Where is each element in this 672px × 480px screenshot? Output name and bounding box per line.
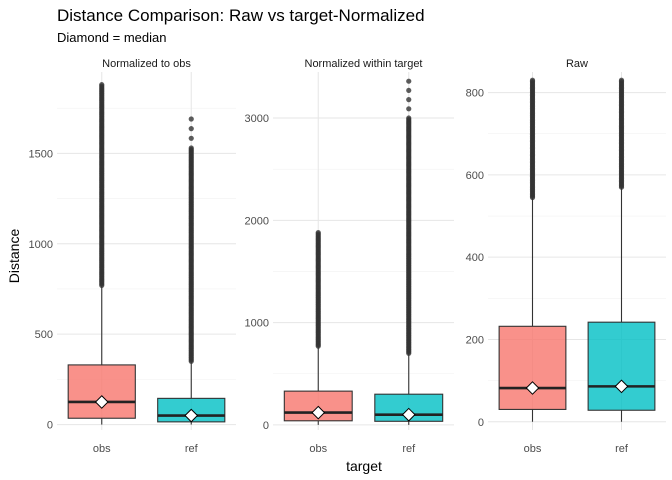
y-axis-title: Distance [6, 229, 22, 284]
y-tick-label: 1000 [245, 318, 269, 330]
box-body [67, 364, 136, 419]
median-diamond [614, 379, 629, 394]
y-tick-label: 1500 [29, 148, 53, 160]
panel-2: Normalized within target 0 1000 2000 3000 obs… [245, 58, 454, 455]
box-ref [374, 78, 444, 425]
y-tick-label: 0 [478, 417, 484, 429]
median-diamond [94, 395, 109, 409]
outlier-point [188, 126, 194, 132]
box-obs [67, 82, 136, 425]
y-tick-label: 800 [466, 88, 484, 100]
y-tick-label: 600 [466, 170, 484, 182]
y-tick-label: 200 [466, 334, 484, 346]
outlier-point [406, 115, 412, 121]
median-diamond [401, 407, 416, 422]
y-tick-label: 2000 [245, 215, 269, 227]
outlier-point [406, 78, 412, 84]
x-tick-label: ref [402, 443, 416, 455]
x-tick-label: ref [615, 443, 629, 455]
box-ref [587, 77, 656, 422]
y-tick-label: 0 [263, 420, 269, 432]
y-tick-label: 0 [47, 420, 53, 432]
box-body [587, 321, 656, 411]
y-tick-label: 3000 [245, 113, 269, 125]
outlier-point [188, 145, 194, 151]
median-diamond [525, 381, 540, 395]
outlier-point [315, 229, 321, 236]
outlier-point [529, 77, 536, 83]
y-tick-label: 500 [35, 329, 53, 341]
outlier-point [406, 106, 412, 112]
outlier-point [406, 87, 412, 94]
panel-1: Normalized to obs 0 500 1000 1500 obs ref [29, 58, 236, 455]
y-tick-label: 1000 [29, 239, 53, 251]
outlier-point [99, 82, 105, 88]
y-tick-label: 400 [466, 252, 484, 264]
box-ref [157, 116, 226, 425]
panel-title: Normalized within target [305, 58, 423, 70]
outlier-point [406, 97, 412, 103]
chart-subtitle: Diamond = median [57, 30, 166, 45]
panel-title: Normalized to obs [102, 58, 191, 70]
panel-title: Raw [566, 58, 588, 70]
x-axis-title: target [346, 458, 382, 474]
box-obs [283, 229, 353, 425]
median-diamond [184, 408, 199, 423]
outlier-point [188, 135, 194, 141]
box-body [498, 325, 567, 410]
median-diamond [311, 405, 326, 420]
x-tick-label: obs [524, 443, 542, 455]
chart-title: Distance Comparison: Raw vs target-Norma… [57, 6, 425, 25]
x-tick-label: obs [309, 443, 327, 455]
outlier-point [618, 77, 625, 83]
x-tick-label: obs [93, 443, 111, 455]
x-tick-label: ref [185, 443, 199, 455]
panel-3: Raw 0 200 400 600 800 obs ref [466, 58, 666, 455]
outlier-point [188, 116, 194, 122]
box-obs [498, 77, 567, 422]
